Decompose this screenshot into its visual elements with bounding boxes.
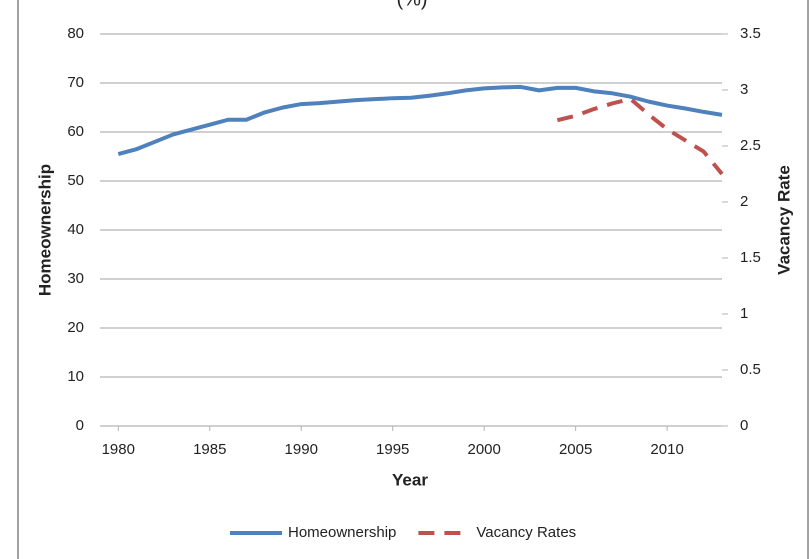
y-tick-label: 70 <box>67 74 84 91</box>
x-tick-label: 1985 <box>193 441 226 458</box>
series-line <box>556 96 724 176</box>
y-tick-label: 0 <box>76 417 84 434</box>
y2-tick-label: 3.5 <box>740 25 761 42</box>
series-line <box>117 84 723 156</box>
x-tick-label: 1980 <box>102 441 135 458</box>
y2-tick-label: 0.5 <box>740 361 761 378</box>
legend-label: Homeownership <box>288 524 396 541</box>
x-tick-label: 2000 <box>467 441 500 458</box>
x-tick-label: 1995 <box>376 441 409 458</box>
y-tick-label: 50 <box>67 172 84 189</box>
y2-axis-label: Vacancy Rate <box>774 165 793 275</box>
y-tick-label: 60 <box>67 123 84 140</box>
y2-tick-label: 3 <box>740 81 748 98</box>
y2-tick-label: 2 <box>740 193 748 210</box>
x-tick-label: 2010 <box>650 441 683 458</box>
y-tick-label: 20 <box>67 319 84 336</box>
y-tick-label: 30 <box>67 270 84 287</box>
y-tick-label: 40 <box>67 221 84 238</box>
y2-tick-label: 1 <box>740 305 748 322</box>
y-tick-label: 10 <box>67 368 84 385</box>
y2-tick-label: 0 <box>740 417 748 434</box>
legend-label: Vacancy Rates <box>476 524 576 541</box>
y-tick-label: 80 <box>67 25 84 42</box>
chart-title: (%) <box>396 0 427 10</box>
x-tick-label: 2005 <box>559 441 592 458</box>
frame <box>17 0 809 559</box>
x-axis-label: Year <box>392 470 428 489</box>
y-axis-label: Homeownership <box>35 164 54 296</box>
x-tick-label: 1990 <box>285 441 318 458</box>
y2-tick-label: 2.5 <box>740 137 761 154</box>
y2-tick-label: 1.5 <box>740 249 761 266</box>
